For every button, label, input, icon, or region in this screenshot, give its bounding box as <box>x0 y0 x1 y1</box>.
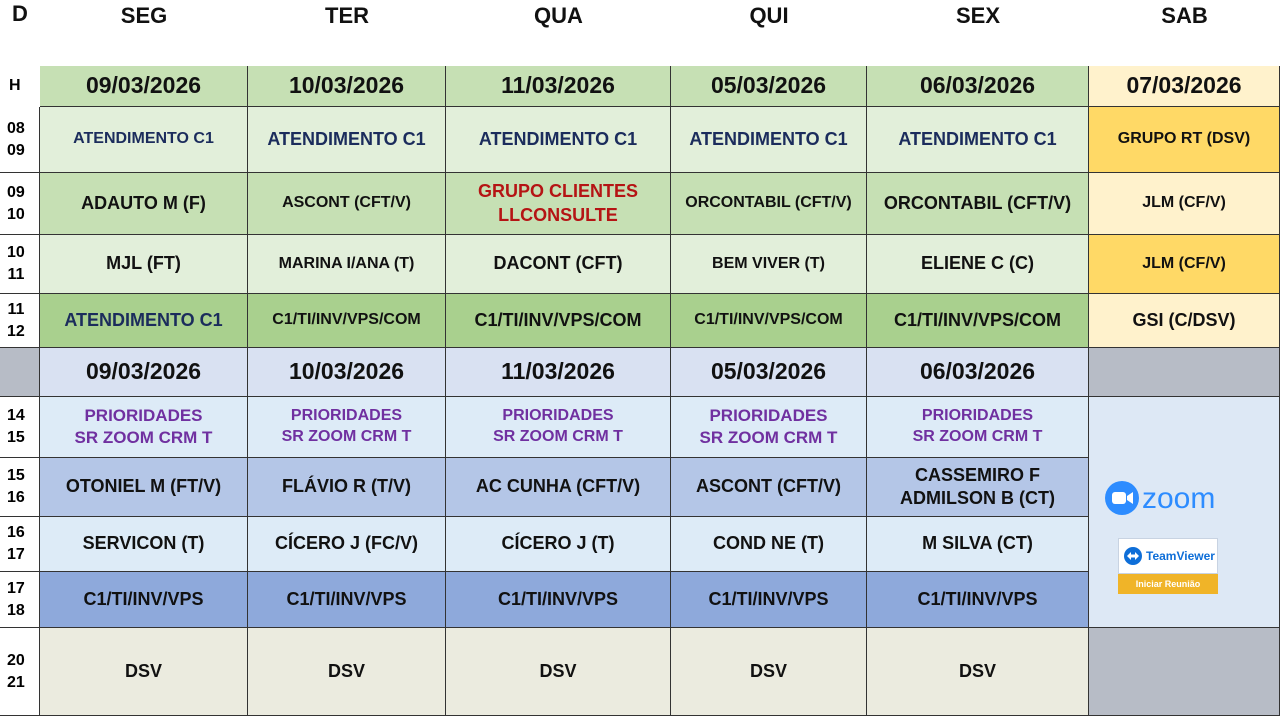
zoom-icon: zoom <box>1105 481 1215 515</box>
slot-atendimento-c1: ATENDIMENTO C1 <box>40 107 248 173</box>
hour-label: 15 16 <box>0 458 40 517</box>
teamviewer-icon <box>1124 547 1142 565</box>
hour-label: 20 21 <box>0 628 40 716</box>
day-header-sab: SAB <box>1161 3 1208 28</box>
slot-c1-ti-inv-vps: C1/TI/INV/VPS <box>40 572 248 628</box>
morning-date-2: 11/03/2026 <box>446 66 671 107</box>
slot-c1-ti-inv-vps-com: C1/TI/INV/VPS/COM <box>446 294 671 348</box>
day-header-sex: SEX <box>955 3 1001 28</box>
slot-grupo-rt-dsv: GRUPO RT (DSV) <box>1089 107 1280 173</box>
teamviewer-top: TeamViewer <box>1118 538 1218 574</box>
slot-c1-ti-inv-vps: C1/TI/INV/VPS <box>248 572 446 628</box>
slot-cassemiro-f-admilson-b-ct: CASSEMIRO F ADMILSON B (CT) <box>867 458 1089 517</box>
hour-label: 14 15 <box>0 397 40 458</box>
afternoon-date-0: 09/03/2026 <box>40 348 248 397</box>
teamviewer-name: TeamViewer <box>1146 549 1215 563</box>
slot-c1-ti-inv-vps: C1/TI/INV/VPS <box>446 572 671 628</box>
afternoon-date-2: 11/03/2026 <box>446 348 671 397</box>
saturday-evening-blank <box>1089 628 1280 716</box>
morning-date-5: 07/03/2026 <box>1089 66 1280 107</box>
slot-bem-viver-t: BEM VIVER (T) <box>671 235 867 294</box>
zoom-logo[interactable]: zoom <box>1104 478 1220 518</box>
morning-date-0: 09/03/2026 <box>40 66 248 107</box>
day-header-seg: SEG <box>120 3 168 28</box>
morning-date-3: 05/03/2026 <box>671 66 867 107</box>
slot-cond-ne-t: COND NE (T) <box>671 517 867 572</box>
slot-dsv: DSV <box>867 628 1089 716</box>
slot-c-cero-j-t: CÍCERO J (T) <box>446 517 671 572</box>
slot-prioridades-sr-zoom-crm-t: PRIORIDADES SR ZOOM CRM T <box>671 397 867 458</box>
slot-servicon-t: SERVICON (T) <box>40 517 248 572</box>
slot-dsv: DSV <box>248 628 446 716</box>
teamviewer-caption: Iniciar Reunião <box>1118 574 1218 594</box>
slot-ascont-cft-v: ASCONT (CFT/V) <box>671 458 867 517</box>
slot-c1-ti-inv-vps-com: C1/TI/INV/VPS/COM <box>671 294 867 348</box>
slot-atendimento-c1: ATENDIMENTO C1 <box>40 294 248 348</box>
morning-date-4: 06/03/2026 <box>867 66 1089 107</box>
day-header-qui: QUI <box>749 3 789 28</box>
saturday-blank-cell <box>1089 348 1280 397</box>
afternoon-date-1: 10/03/2026 <box>248 348 446 397</box>
slot-prioridades-sr-zoom-crm-t: PRIORIDADES SR ZOOM CRM T <box>446 397 671 458</box>
slot-atendimento-c1: ATENDIMENTO C1 <box>248 107 446 173</box>
day-header-qua: QUA <box>534 3 583 28</box>
slot-ac-cunha-cft-v: AC CUNHA (CFT/V) <box>446 458 671 517</box>
afternoon-date-3: 05/03/2026 <box>671 348 867 397</box>
slot-c1-ti-inv-vps: C1/TI/INV/VPS <box>867 572 1089 628</box>
teamviewer-logo[interactable]: TeamViewer Iniciar Reunião <box>1118 538 1218 594</box>
hour-header: H <box>9 77 21 95</box>
slot-dsv: DSV <box>40 628 248 716</box>
slot-jlm-cf-v: JLM (CF/V) <box>1089 173 1280 235</box>
hour-label: 08 09 <box>0 107 40 173</box>
slot-prioridades-sr-zoom-crm-t: PRIORIDADES SR ZOOM CRM T <box>40 397 248 458</box>
slot-prioridades-sr-zoom-crm-t: PRIORIDADES SR ZOOM CRM T <box>248 397 446 458</box>
afternoon-date-4: 06/03/2026 <box>867 348 1089 397</box>
slot-otoniel-m-ft-v: OTONIEL M (FT/V) <box>40 458 248 517</box>
slot-c1-ti-inv-vps-com: C1/TI/INV/VPS/COM <box>867 294 1089 348</box>
slot-dacont-cft: DACONT (CFT) <box>446 235 671 294</box>
slot-c1-ti-inv-vps: C1/TI/INV/VPS <box>671 572 867 628</box>
slot-marina-i-ana-t: MARINA I/ANA (T) <box>248 235 446 294</box>
slot-ascont-cft-v: ASCONT (CFT/V) <box>248 173 446 235</box>
hour-label: 11 12 <box>0 294 40 348</box>
slot-orcontabil-cft-v: ORCONTABIL (CFT/V) <box>671 173 867 235</box>
slot-atendimento-c1: ATENDIMENTO C1 <box>446 107 671 173</box>
morning-date-1: 10/03/2026 <box>248 66 446 107</box>
slot-orcontabil-cft-v: ORCONTABIL (CFT/V) <box>867 173 1089 235</box>
slot-eliene-c-c: ELIENE C (C) <box>867 235 1089 294</box>
slot-gsi-c-dsv: GSI (C/DSV) <box>1089 294 1280 348</box>
divider-cell <box>0 348 40 397</box>
slot-atendimento-c1: ATENDIMENTO C1 <box>671 107 867 173</box>
slot-mjl-ft: MJL (FT) <box>40 235 248 294</box>
hour-label: 09 10 <box>0 173 40 235</box>
hour-label: 10 11 <box>0 235 40 294</box>
zoom-label: zoom <box>1142 482 1215 515</box>
slot-prioridades-sr-zoom-crm-t: PRIORIDADES SR ZOOM CRM T <box>867 397 1089 458</box>
slot-atendimento-c1: ATENDIMENTO C1 <box>867 107 1089 173</box>
slot-dsv: DSV <box>446 628 671 716</box>
slot-dsv: DSV <box>671 628 867 716</box>
day-header-ter: TER <box>325 3 369 28</box>
slot-c1-ti-inv-vps-com: C1/TI/INV/VPS/COM <box>248 294 446 348</box>
slot-fl-vio-r-t-v: FLÁVIO R (T/V) <box>248 458 446 517</box>
slot-m-silva-ct: M SILVA (CT) <box>867 517 1089 572</box>
slot-grupo-clientes-llconsulte: GRUPO CLIENTES LLCONSULTE <box>446 173 671 235</box>
slot-jlm-cf-v: JLM (CF/V) <box>1089 235 1280 294</box>
slot-c-cero-j-fc-v: CÍCERO J (FC/V) <box>248 517 446 572</box>
slot-adauto-m-f: ADAUTO M (F) <box>40 173 248 235</box>
hour-label: 17 18 <box>0 572 40 628</box>
corner-label: D <box>12 1 28 26</box>
hour-label: 16 17 <box>0 517 40 572</box>
